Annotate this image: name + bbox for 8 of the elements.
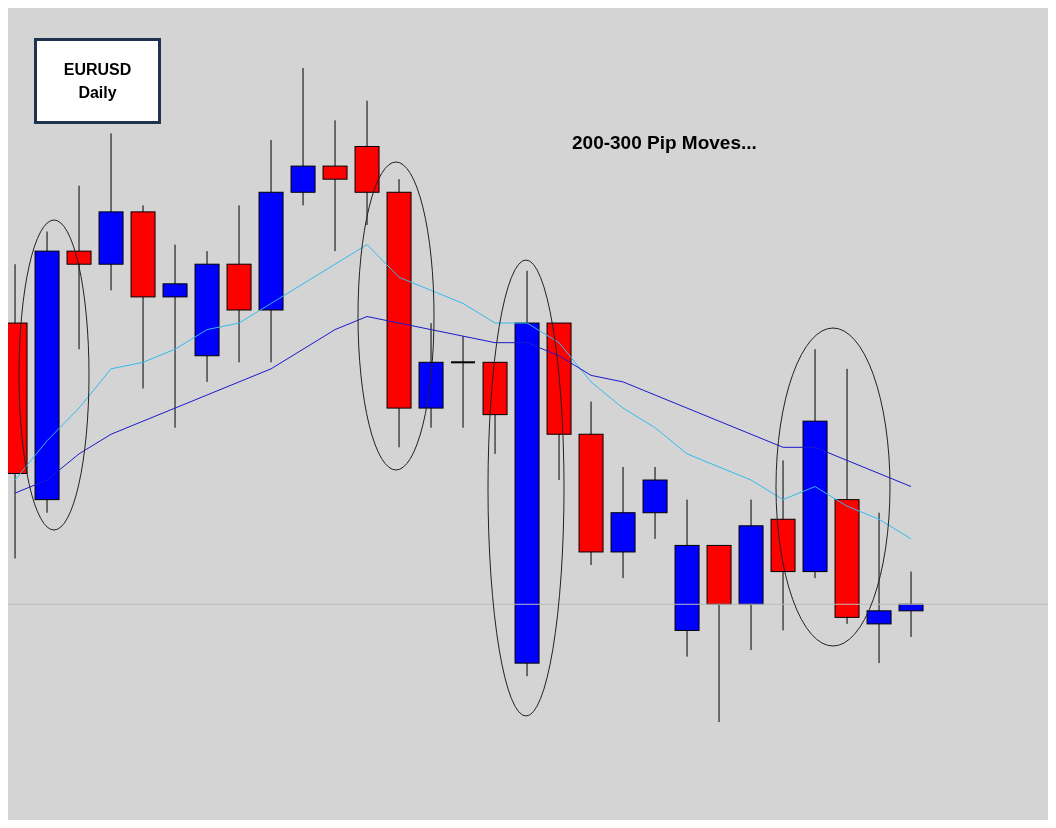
candlestick: [322, 119, 348, 252]
candlestick: [162, 244, 188, 429]
candlestick: [866, 512, 892, 664]
candlestick: [451, 335, 476, 429]
annotation: 200-300 Pip Moves...: [572, 132, 757, 154]
title-box: EURUSD Daily: [34, 38, 161, 124]
candlestick: [66, 185, 92, 350]
chart-title: EURUSD: [63, 60, 132, 80]
